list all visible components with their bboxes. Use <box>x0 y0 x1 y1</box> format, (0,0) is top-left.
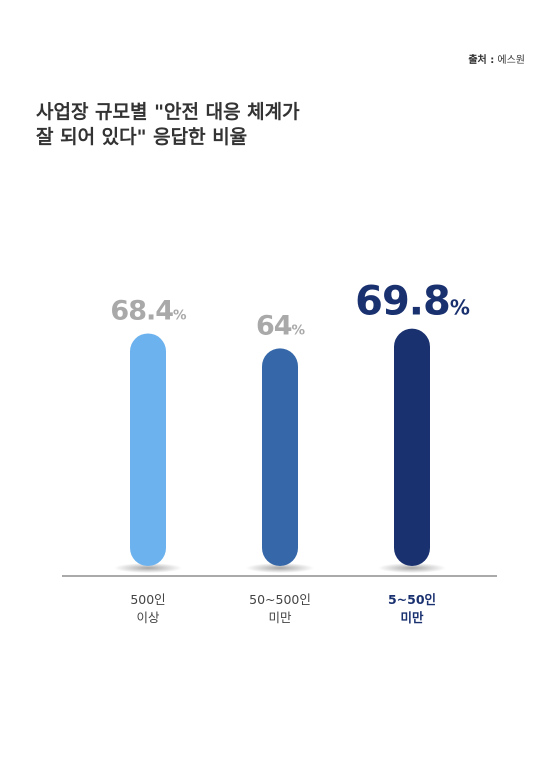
x-tick-label: 미만 <box>268 610 292 625</box>
value-number: 68.4 <box>110 295 173 326</box>
x-tick-label: 5~50인 <box>388 592 436 607</box>
bar-shadow <box>378 563 446 573</box>
bar-shadow <box>246 563 314 573</box>
value-number: 69.8 <box>355 279 450 325</box>
x-tick-label: 500인 <box>130 592 165 607</box>
value-label: 69.8% <box>355 279 470 325</box>
bar <box>130 333 166 566</box>
chart-title: 잘 되어 있다" 응답한 비율 <box>36 126 247 148</box>
value-unit: % <box>173 307 187 323</box>
x-tick-label: 50~500인 <box>249 592 311 607</box>
value-unit: % <box>450 296 470 320</box>
bar-shadow <box>114 563 182 573</box>
chart-title: 사업장 규모별 "안전 대응 체계가 <box>36 101 300 123</box>
value-label: 64% <box>256 310 306 341</box>
value-label: 68.4% <box>110 295 187 326</box>
source-label: 출처 : <box>468 53 494 66</box>
source: 출처 : 에스원 <box>468 53 525 66</box>
value-unit: % <box>292 322 306 338</box>
bar <box>394 328 430 566</box>
source-text: 에스원 <box>497 54 525 66</box>
x-tick-label: 미만 <box>400 610 424 625</box>
x-tick-label: 이상 <box>136 610 160 625</box>
bar <box>262 348 298 566</box>
value-number: 64 <box>256 310 292 341</box>
